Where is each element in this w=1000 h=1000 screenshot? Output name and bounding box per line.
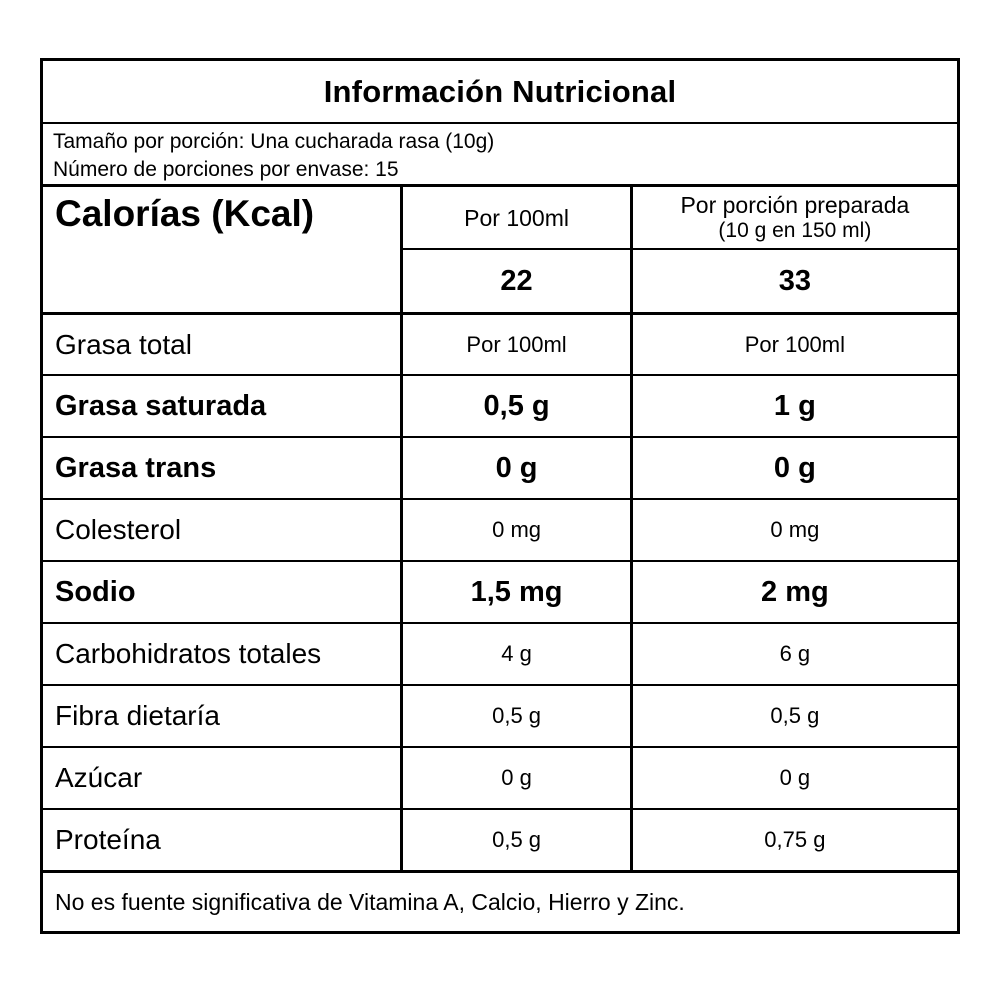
table-row: Sodio 1,5 mg 2 mg xyxy=(43,560,957,622)
column-header-per-portion-line2: (10 g en 150 ml) xyxy=(718,218,872,242)
row-value-per-100ml: 0,5 g xyxy=(400,686,629,746)
table-row: Carbohidratos totales 4 g 6 g xyxy=(43,622,957,684)
row-label: Carbohidratos totales xyxy=(55,638,322,669)
row-value-per-portion: 0 mg xyxy=(629,500,957,560)
row-value-per-100ml: 1,5 mg xyxy=(400,562,629,622)
row-value-per-portion: 2 mg xyxy=(629,562,957,622)
table-header: Información Nutricional xyxy=(43,61,957,122)
row-value-per-100ml: 0,5 g xyxy=(400,376,629,436)
row-value-per-portion: 0,5 g xyxy=(629,686,957,746)
row-label: Proteína xyxy=(55,824,161,855)
row-value-per-100ml: 0 mg xyxy=(400,500,629,560)
footer-note: No es fuente significativa de Vitamina A… xyxy=(43,870,957,931)
row-value-per-portion: 0,75 g xyxy=(629,810,957,870)
table-row: Grasa trans 0 g 0 g xyxy=(43,436,957,498)
row-value-per-100ml: Por 100ml xyxy=(400,315,629,374)
column-header-per-100ml: Por 100ml xyxy=(400,187,629,248)
row-value-per-portion: 0 g xyxy=(629,748,957,808)
row-value-per-portion: 1 g xyxy=(629,376,957,436)
calories-block: Calorías (Kcal) Por 100ml Por porción pr… xyxy=(43,184,957,312)
servings-per-container-line: Número de porciones por envase: 15 xyxy=(53,158,399,181)
table-title: Información Nutricional xyxy=(323,73,677,109)
table-row: Proteína 0,5 g 0,75 g xyxy=(43,808,957,870)
row-value-per-100ml: 0,5 g xyxy=(400,810,629,870)
serving-info: Tamaño por porción: Una cucharada rasa (… xyxy=(43,122,957,184)
row-value-per-100ml: 0 g xyxy=(400,438,629,498)
row-label: Fibra dietaría xyxy=(55,700,220,731)
calories-value-per-portion: 33 xyxy=(629,248,957,312)
table-row: Grasa saturada 0,5 g 1 g xyxy=(43,374,957,436)
row-value-per-portion: 0 g xyxy=(629,438,957,498)
row-value-per-100ml: 4 g xyxy=(400,624,629,684)
nutrition-facts-table: Información Nutricional Tamaño por porci… xyxy=(40,58,960,934)
nutrient-rows: Grasa total Por 100ml Por 100ml Grasa sa… xyxy=(43,312,957,870)
table-row: Fibra dietaría 0,5 g 0,5 g xyxy=(43,684,957,746)
table-row: Grasa total Por 100ml Por 100ml xyxy=(43,312,957,374)
calories-value-per-100ml: 22 xyxy=(400,248,630,312)
row-label: Azúcar xyxy=(55,762,143,793)
column-header-per-100ml-text: Por 100ml xyxy=(464,204,569,231)
row-value-per-portion: 6 g xyxy=(629,624,957,684)
table-row: Colesterol 0 mg 0 mg xyxy=(43,498,957,560)
column-header-per-portion-line1: Por porción preparada xyxy=(680,191,910,218)
row-label: Grasa saturada xyxy=(55,389,267,422)
table-row: Azúcar 0 g 0 g xyxy=(43,746,957,808)
calories-label: Calorías (Kcal) xyxy=(55,193,315,234)
row-value-per-100ml: 0 g xyxy=(400,748,629,808)
row-label: Grasa total xyxy=(55,328,192,360)
column-header-per-portion: Por porción preparada (10 g en 150 ml) xyxy=(629,187,957,248)
serving-size-line: Tamaño por porción: Una cucharada rasa (… xyxy=(53,130,495,153)
row-label: Colesterol xyxy=(55,514,182,545)
row-label: Sodio xyxy=(55,575,136,608)
row-value-per-portion: Por 100ml xyxy=(629,315,957,374)
row-label: Grasa trans xyxy=(55,451,217,484)
